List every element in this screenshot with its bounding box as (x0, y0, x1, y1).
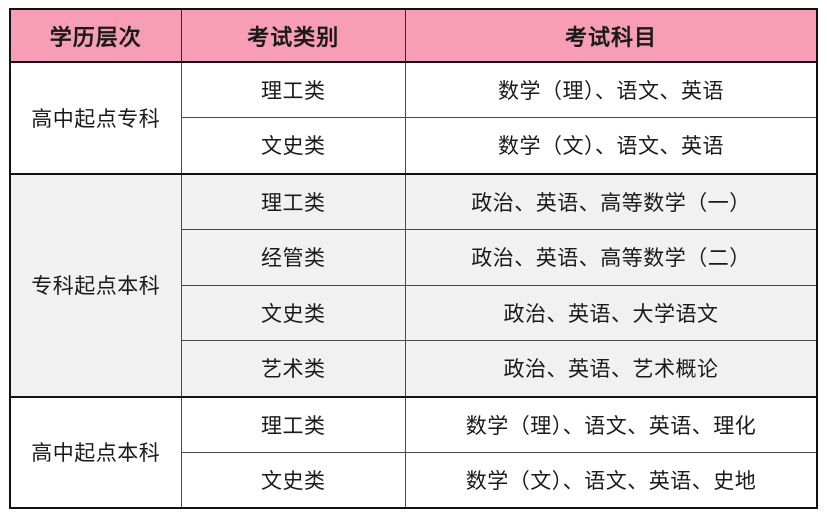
cell-subjects: 数学（文）、语文、英语、史地 (404, 451, 818, 509)
header-cell-education-level: 学历层次 (9, 8, 182, 63)
group-gaozhong-benke: 高中起点本科 理工类 数学（理）、语文、英语、理化 文史类 数学（文）、语文、英… (8, 396, 818, 509)
exam-subjects-table: 学历层次 考试类别 考试科目 高中起点专科 理工类 数学（理）、语文、英语 文史… (8, 8, 818, 509)
cell-subjects: 数学（理）、语文、英语、理化 (404, 396, 818, 453)
cell-subjects: 政治、英语、高等数学（一） (404, 173, 818, 230)
table-header: 学历层次 考试类别 考试科目 (9, 8, 818, 63)
table-row: 高中起点本科 理工类 数学（理）、语文、英语、理化 (8, 396, 818, 509)
cell-category: 文史类 (180, 284, 406, 342)
cell-category: 艺术类 (180, 340, 406, 397)
table-row: 专科起点本科 理工类 政治、英语、高等数学（一） (8, 173, 818, 397)
cell-subjects: 政治、英语、大学语文 (404, 284, 818, 342)
cell-subjects: 数学（理）、语文、英语 (404, 61, 818, 119)
cell-subjects: 政治、英语、高等数学（二） (404, 228, 818, 286)
cell-level: 高中起点本科 (8, 396, 182, 509)
header-cell-exam-subjects: 考试科目 (404, 8, 818, 63)
cell-category: 文史类 (180, 117, 406, 174)
cell-subjects: 数学（文）、语文、英语 (404, 117, 818, 174)
table-row: 经管类 政治、英语、高等数学（二） (10, 228, 818, 286)
cell-category: 理工类 (180, 61, 406, 119)
cell-category: 经管类 (180, 228, 406, 286)
group-gaozhong-zhuanke: 高中起点专科 理工类 数学（理）、语文、英语 文史类 数学（文）、语文、英语 (8, 61, 818, 174)
table-row: 艺术类 政治、英语、艺术概论 (10, 340, 818, 397)
table-row: 文史类 数学（文）、语文、英语 (10, 117, 818, 174)
cell-category: 文史类 (180, 451, 406, 509)
header-row: 学历层次 考试类别 考试科目 (9, 8, 818, 63)
group-zhuanke-benke: 专科起点本科 理工类 政治、英语、高等数学（一） 经管类 政治、英语、高等数学（… (8, 173, 818, 397)
cell-level: 专科起点本科 (8, 173, 182, 397)
cell-category: 理工类 (180, 173, 406, 230)
cell-subjects: 政治、英语、艺术概论 (404, 340, 818, 397)
cell-level: 高中起点专科 (8, 61, 182, 174)
header-cell-exam-category: 考试类别 (180, 8, 406, 63)
table-row: 文史类 数学（文）、语文、英语、史地 (10, 451, 818, 509)
table-row: 文史类 政治、英语、大学语文 (10, 284, 818, 342)
table-row: 高中起点专科 理工类 数学（理）、语文、英语 (8, 61, 818, 174)
cell-category: 理工类 (180, 396, 406, 453)
